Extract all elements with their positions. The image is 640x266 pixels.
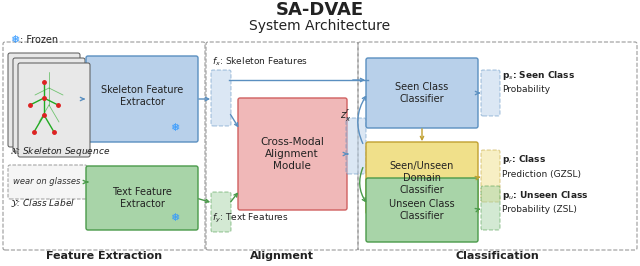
FancyBboxPatch shape xyxy=(211,192,231,232)
FancyBboxPatch shape xyxy=(211,70,231,126)
FancyBboxPatch shape xyxy=(8,53,80,147)
Text: Seen/Unseen
Domain
Classifier: Seen/Unseen Domain Classifier xyxy=(390,161,454,195)
Text: Alignment: Alignment xyxy=(250,251,314,261)
FancyBboxPatch shape xyxy=(13,58,85,152)
FancyBboxPatch shape xyxy=(481,150,500,202)
FancyBboxPatch shape xyxy=(481,186,500,230)
FancyBboxPatch shape xyxy=(346,118,366,174)
Text: Classification: Classification xyxy=(455,251,539,261)
FancyBboxPatch shape xyxy=(481,70,500,116)
Text: SA-DVAE: SA-DVAE xyxy=(276,1,364,19)
Text: $z_x^r$: $z_x^r$ xyxy=(340,108,351,124)
Text: Text Feature
Extractor: Text Feature Extractor xyxy=(112,187,172,209)
Text: wear on glasses: wear on glasses xyxy=(13,177,81,186)
Text: System Architecture: System Architecture xyxy=(250,19,390,33)
Text: $f_x$: Skeleton Features: $f_x$: Skeleton Features xyxy=(212,56,308,68)
Text: Seen Class
Classifier: Seen Class Classifier xyxy=(396,82,449,104)
Text: Probability (ZSL): Probability (ZSL) xyxy=(502,206,577,214)
Text: $\mathbf{p}_r$: Class: $\mathbf{p}_r$: Class xyxy=(502,153,546,167)
Text: Unseen Class
Classifier: Unseen Class Classifier xyxy=(389,199,455,221)
FancyBboxPatch shape xyxy=(238,98,347,210)
FancyBboxPatch shape xyxy=(366,178,478,242)
Text: Feature Extraction: Feature Extraction xyxy=(46,251,162,261)
Text: ❅: ❅ xyxy=(170,123,180,133)
FancyBboxPatch shape xyxy=(18,63,90,157)
Text: Probability: Probability xyxy=(502,85,550,94)
Text: : Frozen: : Frozen xyxy=(20,35,58,45)
Text: $\mathbf{p}_u$: Unseen Class: $\mathbf{p}_u$: Unseen Class xyxy=(502,189,588,202)
Text: $\mathbf{p}_s$: Seen Class: $\mathbf{p}_s$: Seen Class xyxy=(502,69,575,81)
FancyBboxPatch shape xyxy=(366,58,478,128)
FancyBboxPatch shape xyxy=(366,142,478,214)
Text: Prediction (GZSL): Prediction (GZSL) xyxy=(502,169,581,178)
Text: ❅: ❅ xyxy=(10,35,19,45)
FancyBboxPatch shape xyxy=(86,56,198,142)
Text: Cross-Modal
Alignment
Module: Cross-Modal Alignment Module xyxy=(260,138,324,171)
FancyBboxPatch shape xyxy=(8,165,87,199)
Text: ❅: ❅ xyxy=(170,213,180,223)
Text: $\mathcal{X}$: Skeleton Sequence: $\mathcal{X}$: Skeleton Sequence xyxy=(10,146,110,159)
Text: $\mathcal{Y}$: Class Label: $\mathcal{Y}$: Class Label xyxy=(10,197,75,209)
Text: Skeleton Feature
Extractor: Skeleton Feature Extractor xyxy=(101,85,183,107)
FancyBboxPatch shape xyxy=(86,166,198,230)
Text: $f_y$: Text Features: $f_y$: Text Features xyxy=(212,211,289,225)
